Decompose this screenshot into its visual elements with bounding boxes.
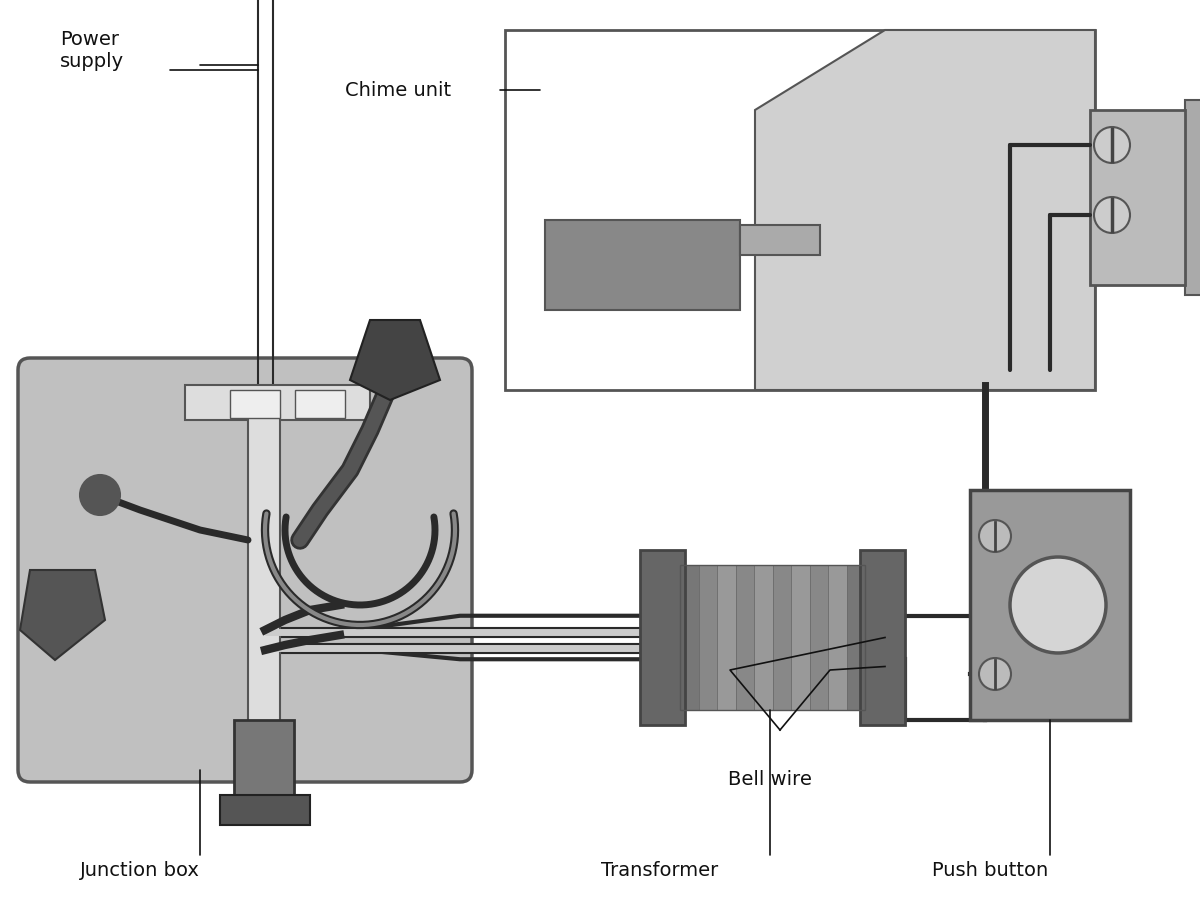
Bar xyxy=(773,565,791,710)
Bar xyxy=(698,565,718,710)
Bar xyxy=(505,30,1096,390)
Bar xyxy=(230,390,280,418)
Circle shape xyxy=(1094,197,1130,233)
Bar xyxy=(680,565,698,710)
Bar xyxy=(846,565,865,710)
Bar xyxy=(740,225,820,255)
Circle shape xyxy=(979,658,1010,690)
Bar xyxy=(970,490,1130,720)
Bar xyxy=(680,565,865,710)
Polygon shape xyxy=(350,320,440,400)
Text: Transformer: Transformer xyxy=(601,860,719,879)
Text: Bell wire: Bell wire xyxy=(728,770,812,789)
Bar xyxy=(185,385,370,420)
Bar xyxy=(791,565,810,710)
Circle shape xyxy=(979,520,1010,552)
Circle shape xyxy=(1094,127,1130,163)
Bar xyxy=(828,565,846,710)
Text: Junction box: Junction box xyxy=(80,860,200,879)
Bar xyxy=(754,565,773,710)
Text: Power
supply: Power supply xyxy=(60,30,124,71)
Bar xyxy=(545,220,740,310)
Bar xyxy=(736,565,754,710)
Circle shape xyxy=(80,475,120,515)
Text: Push button: Push button xyxy=(932,860,1048,879)
Bar xyxy=(234,720,294,805)
Polygon shape xyxy=(20,570,106,660)
Bar xyxy=(860,550,905,725)
Bar xyxy=(295,390,346,418)
Bar xyxy=(640,550,685,725)
Bar xyxy=(810,565,828,710)
FancyBboxPatch shape xyxy=(18,358,472,782)
Polygon shape xyxy=(755,30,1096,390)
Bar xyxy=(1186,100,1200,295)
Bar xyxy=(220,795,310,825)
Bar xyxy=(248,415,280,725)
Circle shape xyxy=(1010,557,1106,653)
Text: Chime unit: Chime unit xyxy=(346,80,451,100)
Bar xyxy=(1090,110,1186,285)
Bar xyxy=(718,565,736,710)
